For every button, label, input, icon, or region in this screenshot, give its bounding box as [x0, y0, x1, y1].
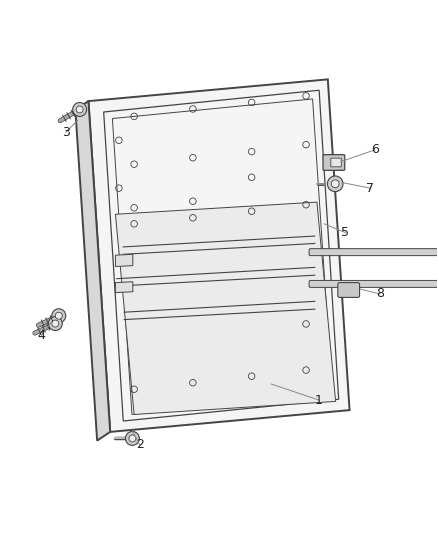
Polygon shape: [88, 79, 350, 432]
Circle shape: [331, 180, 339, 188]
Circle shape: [52, 320, 59, 327]
Text: 1: 1: [315, 393, 323, 407]
Circle shape: [55, 312, 62, 319]
FancyBboxPatch shape: [309, 280, 438, 287]
Text: 4: 4: [38, 329, 46, 342]
Polygon shape: [75, 101, 110, 441]
Polygon shape: [116, 282, 133, 293]
Circle shape: [73, 102, 87, 116]
Polygon shape: [116, 254, 133, 266]
FancyBboxPatch shape: [338, 282, 360, 297]
Circle shape: [76, 106, 83, 113]
Text: 3: 3: [62, 126, 70, 139]
Circle shape: [52, 309, 66, 322]
FancyBboxPatch shape: [331, 158, 341, 167]
Circle shape: [125, 431, 139, 446]
FancyBboxPatch shape: [309, 249, 438, 256]
Text: 8: 8: [376, 287, 384, 301]
Text: 2: 2: [136, 439, 144, 451]
Circle shape: [48, 317, 62, 330]
Text: 7: 7: [367, 182, 374, 195]
FancyBboxPatch shape: [323, 155, 345, 171]
Circle shape: [327, 176, 343, 192]
Text: 6: 6: [371, 143, 379, 156]
Text: 5: 5: [341, 226, 349, 239]
Polygon shape: [116, 202, 336, 415]
Circle shape: [129, 435, 136, 442]
